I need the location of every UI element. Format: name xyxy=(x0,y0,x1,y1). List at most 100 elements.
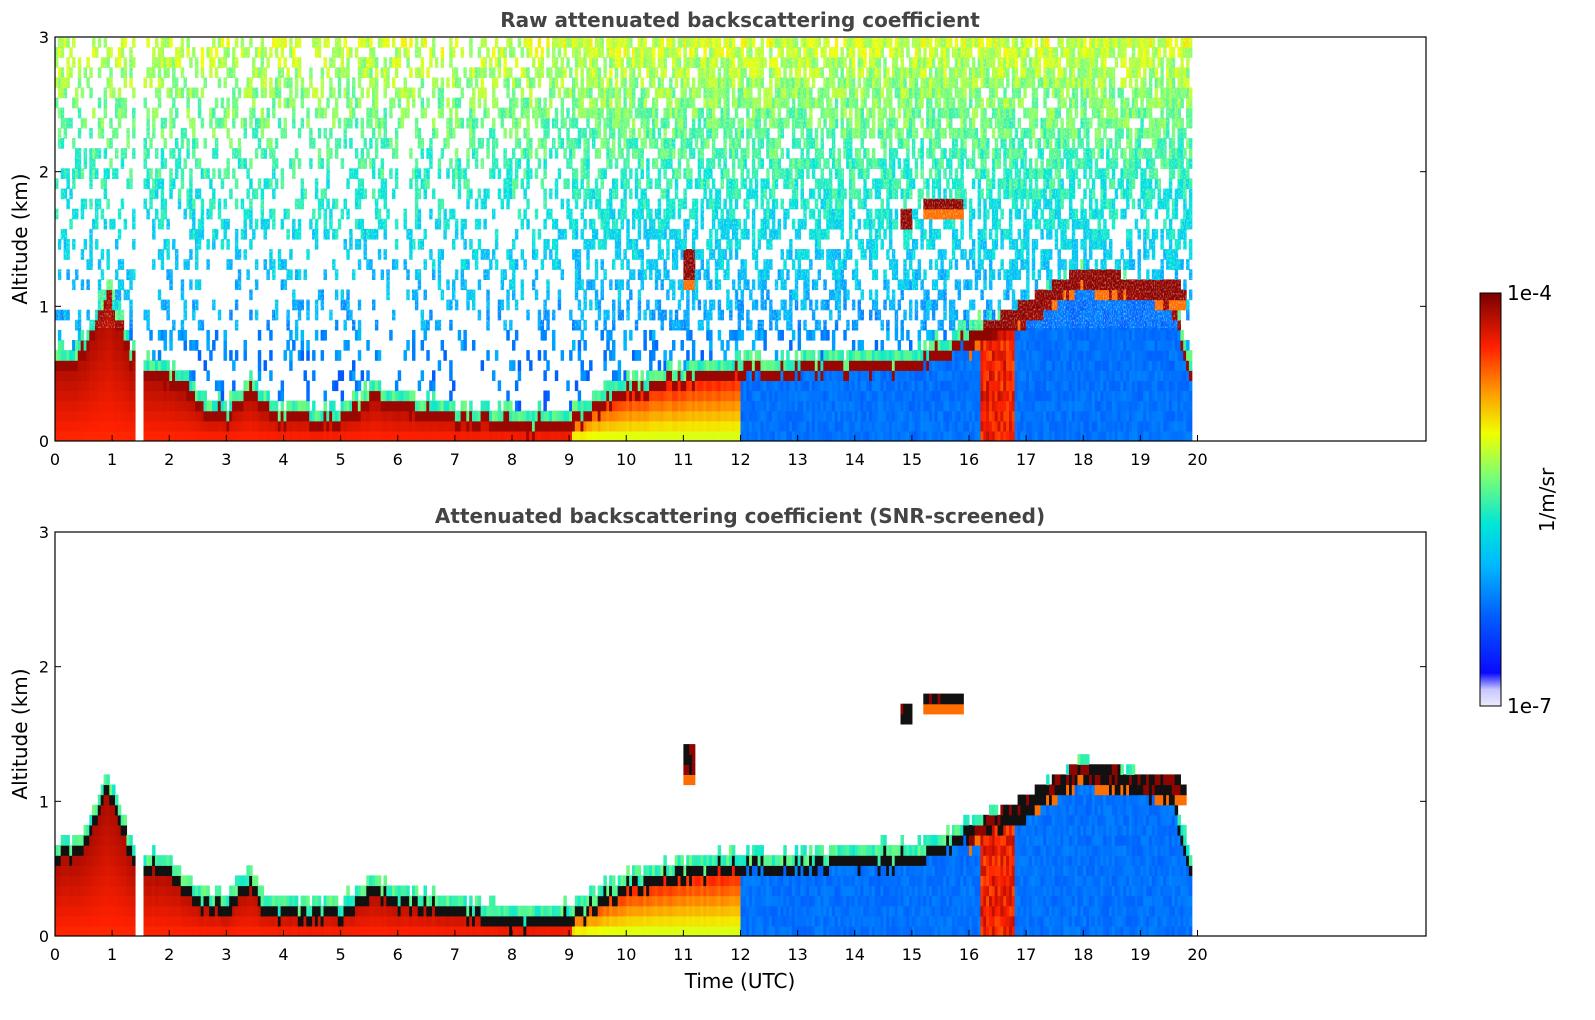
heatmap-cell xyxy=(283,420,287,432)
heatmap-cell xyxy=(234,400,239,412)
heatmap-cell xyxy=(380,390,385,402)
heatmap-cell xyxy=(663,370,667,381)
heatmap-cell xyxy=(711,400,716,412)
heatmap-cell xyxy=(180,430,185,441)
heatmap-cell xyxy=(700,430,704,441)
heatmap-cell xyxy=(612,420,616,432)
heatmap-cell xyxy=(289,329,293,341)
heatmap-cell xyxy=(811,380,816,392)
heatmap-cell xyxy=(400,420,405,432)
heatmap-cell xyxy=(120,410,125,422)
heatmap-cell xyxy=(329,410,333,422)
heatmap-cell xyxy=(340,420,345,432)
heatmap-cell xyxy=(249,420,253,432)
heatmap-cell xyxy=(414,410,419,422)
heatmap-cell xyxy=(172,430,176,441)
heatmap-cell xyxy=(646,420,650,432)
heatmap-cell xyxy=(369,390,373,402)
heatmap-cell xyxy=(254,430,259,441)
heatmap-cell xyxy=(354,410,359,422)
heatmap-cell xyxy=(163,410,167,422)
heatmap-cell xyxy=(669,390,673,402)
heatmap-cell xyxy=(763,380,767,392)
heatmap-cell xyxy=(126,400,130,412)
heatmap-cell xyxy=(123,329,128,341)
heatmap-cell xyxy=(672,420,676,432)
heatmap-cell xyxy=(452,380,456,392)
heatmap-cell xyxy=(729,420,733,432)
heatmap-cell xyxy=(240,400,245,412)
heatmap-cell xyxy=(577,410,582,422)
heatmap-cell xyxy=(92,370,96,381)
heatmap-cell xyxy=(303,430,307,441)
heatmap-cell xyxy=(372,430,376,441)
heatmap-cell xyxy=(326,420,330,432)
heatmap-cell xyxy=(217,420,222,432)
heatmap-cell xyxy=(286,340,290,351)
heatmap-cell xyxy=(663,420,667,432)
heatmap-cell xyxy=(672,430,676,441)
heatmap-cell xyxy=(780,410,784,422)
heatmap-cell xyxy=(192,430,196,441)
heatmap-cell xyxy=(786,390,790,402)
heatmap-cell xyxy=(463,430,467,441)
heatmap-cell xyxy=(711,360,716,371)
heatmap-cell xyxy=(760,410,764,422)
heatmap-cell xyxy=(731,329,736,341)
heatmap-cell xyxy=(83,410,88,422)
heatmap-cell xyxy=(557,410,562,422)
heatmap-cell xyxy=(109,340,113,351)
heatmap-cell xyxy=(397,430,402,441)
heatmap-cell xyxy=(686,380,690,392)
heatmap-cell xyxy=(263,360,267,371)
heatmap-cell xyxy=(529,410,533,422)
heatmap-cell xyxy=(766,420,770,432)
heatmap-cell xyxy=(649,370,653,381)
heatmap-cell xyxy=(95,430,99,441)
heatmap-cell xyxy=(195,410,199,422)
heatmap-cell xyxy=(672,390,676,402)
heatmap-cell xyxy=(751,390,756,402)
heatmap-cell xyxy=(617,430,622,441)
heatmap-cell xyxy=(711,410,716,422)
heatmap-cell xyxy=(780,390,784,402)
heatmap-cell xyxy=(594,400,599,412)
heatmap-cell xyxy=(714,370,719,381)
heatmap-cell xyxy=(346,430,350,441)
heatmap-cell xyxy=(309,430,313,441)
heatmap-cell xyxy=(543,329,547,341)
heatmap-cell xyxy=(112,410,116,422)
heatmap-cell xyxy=(263,390,267,402)
heatmap-cell xyxy=(537,400,542,412)
heatmap-cell xyxy=(606,380,610,392)
heatmap-cell xyxy=(209,420,213,432)
heatmap-cell xyxy=(486,420,490,432)
heatmap-cell xyxy=(526,350,530,361)
heatmap-cell xyxy=(814,360,819,371)
heatmap-cell xyxy=(357,350,362,361)
heatmap-cell xyxy=(800,410,804,422)
heatmap-cell xyxy=(323,390,327,402)
heatmap-cell xyxy=(280,380,285,392)
heatmap-cell xyxy=(386,430,390,441)
heatmap-cell xyxy=(786,350,790,361)
heatmap-cell xyxy=(163,420,167,432)
heatmap-cell xyxy=(814,380,819,392)
heatmap-cell xyxy=(683,380,687,392)
heatmap-cell xyxy=(789,360,793,371)
heatmap-cell xyxy=(60,390,65,402)
heatmap-cell xyxy=(574,410,579,422)
heatmap-cell xyxy=(446,400,450,412)
heatmap-cell xyxy=(806,380,810,392)
heatmap-cell xyxy=(257,329,262,341)
heatmap-cell xyxy=(529,430,533,441)
heatmap-cell xyxy=(346,340,350,351)
heatmap-cell xyxy=(717,360,722,371)
heatmap-cell xyxy=(740,360,744,371)
heatmap-cell xyxy=(771,410,776,422)
heatmap-cell xyxy=(794,410,799,422)
heatmap-cell xyxy=(534,430,539,441)
heatmap-cell xyxy=(300,340,305,351)
heatmap-cell xyxy=(760,370,764,381)
heatmap-cell xyxy=(652,400,656,412)
